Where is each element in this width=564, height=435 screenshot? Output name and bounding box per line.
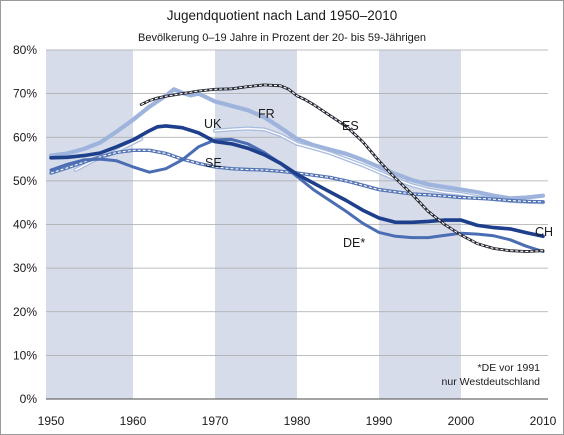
- y-tick-label: 0%: [20, 392, 38, 406]
- series-label-de: DE*: [343, 236, 365, 250]
- y-tick-label: 40%: [13, 218, 37, 232]
- x-tick-label: 1980: [284, 414, 311, 428]
- series-line-fr: [48, 87, 546, 201]
- x-tick-label: 1970: [202, 414, 229, 428]
- y-tick-label: 30%: [13, 261, 37, 275]
- x-tick-label: 1990: [366, 414, 393, 428]
- y-axis: 0% 10% 20% 30% 40% 50% 60% 70% 80%: [13, 43, 37, 406]
- y-tick-label: 70%: [13, 87, 37, 101]
- y-tick-label: 50%: [13, 174, 37, 188]
- series-label-uk: UK: [204, 117, 222, 131]
- footnote: *DE vor 1991 nur Westdeutschland: [442, 362, 541, 388]
- y-tick-label: 80%: [13, 43, 37, 57]
- series-line-de: [49, 137, 545, 253]
- chart-title: Jugendquotient nach Land 1950–2010: [167, 8, 397, 23]
- x-axis: 1950 1960 1970 1980 1990 2000 2010: [38, 414, 557, 428]
- x-tick-label: 1950: [38, 414, 65, 428]
- gridlines: [46, 49, 548, 400]
- x-tick-label: 2000: [448, 414, 475, 428]
- y-tick-label: 20%: [13, 305, 37, 319]
- series-label-fr: FR: [258, 107, 275, 121]
- series-label-se: SE: [205, 156, 222, 170]
- footnote-line-2: nur Westdeutschland: [442, 376, 541, 388]
- y-tick-label: 10%: [13, 348, 37, 362]
- x-tick-label: 1960: [120, 414, 147, 428]
- series-labels: FR UK SE DE* CH ES: [204, 107, 553, 250]
- x-tick-label: 2010: [530, 414, 557, 428]
- series-line-ch: [49, 124, 545, 239]
- chart-subtitle: Bevölkerung 0–19 Jahre in Prozent der 20…: [138, 32, 426, 44]
- series-line-es: [139, 83, 545, 253]
- series-lines: [48, 83, 546, 253]
- footnote-line-1: *DE vor 1991: [478, 362, 541, 374]
- y-tick-label: 60%: [13, 130, 37, 144]
- series-label-ch: CH: [535, 225, 553, 239]
- series-label-es: ES: [342, 119, 359, 133]
